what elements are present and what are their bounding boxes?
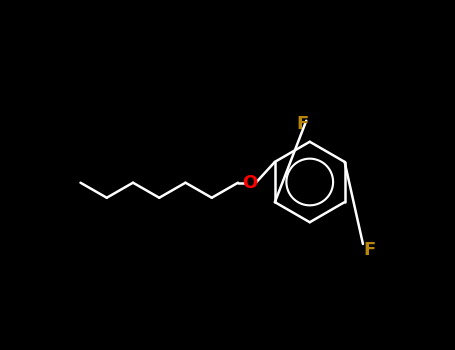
Text: O: O [243, 174, 258, 192]
Text: F: F [363, 241, 375, 259]
Text: F: F [297, 115, 309, 133]
